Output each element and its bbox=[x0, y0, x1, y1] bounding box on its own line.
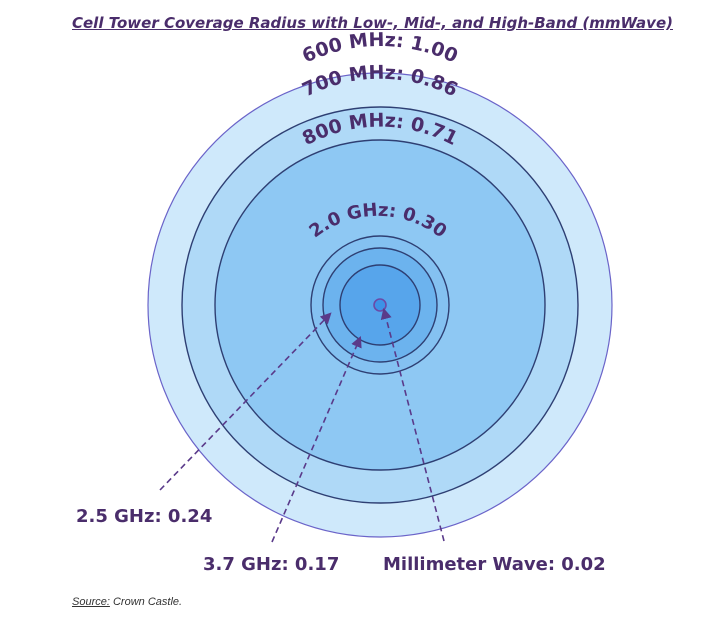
source-value: Crown Castle. bbox=[112, 596, 183, 608]
arrow-2-5ghz bbox=[159, 312, 332, 491]
source-note: Source: Crown Castle. bbox=[72, 596, 182, 608]
chart-title: Cell Tower Coverage Radius with Low-, Mi… bbox=[72, 14, 673, 32]
label-3-7ghz: 3.7 GHz: 0.17 bbox=[203, 554, 339, 575]
source-label: Source: bbox=[72, 596, 110, 608]
arrow-3-7ghz bbox=[271, 335, 362, 543]
label-2-5ghz: 2.5 GHz: 0.24 bbox=[76, 506, 212, 527]
ring-mmwave bbox=[373, 298, 387, 312]
label-mmwave: Millimeter Wave: 0.02 bbox=[383, 554, 606, 575]
label-600mhz: 600 MHz: 1.00 bbox=[299, 29, 461, 68]
